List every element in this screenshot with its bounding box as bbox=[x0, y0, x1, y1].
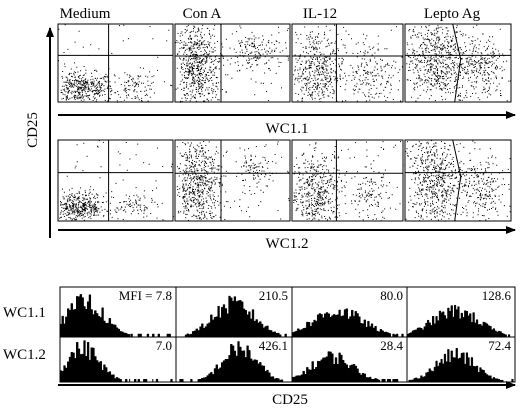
histogram-bars bbox=[407, 348, 515, 383]
dotplot-frame bbox=[174, 23, 291, 103]
dotplot-frame bbox=[57, 23, 174, 103]
histogram-bars bbox=[176, 295, 292, 338]
dotplot-events bbox=[293, 141, 404, 222]
histogram-bars bbox=[176, 341, 292, 383]
dotplot-events bbox=[405, 140, 512, 222]
histogram-panel-row2-col1: 7.0 bbox=[59, 336, 177, 383]
condition-label-lepto-ag: Lepto Ag bbox=[424, 6, 481, 22]
condition-label-con-a: Con A bbox=[183, 6, 222, 22]
condition-label-il-12: IL-12 bbox=[303, 6, 337, 22]
mfi-value: 210.5 bbox=[259, 288, 288, 303]
dotplot-frame bbox=[404, 23, 512, 103]
histogram-panel-row1-col1: MFI = 7.8 bbox=[59, 286, 177, 338]
histogram-panel-row2-col3: 28.4 bbox=[291, 336, 408, 383]
histogram-panel-row2-col2: 426.1 bbox=[175, 336, 293, 383]
dotplot-gate-vertical bbox=[452, 139, 462, 222]
dotplot-panel-row1-col4 bbox=[404, 23, 512, 103]
mfi-value: 7.0 bbox=[156, 338, 172, 353]
condition-label-medium: Medium bbox=[60, 6, 111, 22]
dotplot-panel-row2-col3 bbox=[291, 139, 404, 222]
mfi-value: MFI = 7.8 bbox=[119, 288, 172, 303]
dotplot-panel-row2-col4 bbox=[404, 139, 512, 222]
mfi-value: 72.4 bbox=[488, 338, 511, 353]
histogram-cd25-axis-label: CD25 bbox=[272, 392, 308, 408]
histogram-panel-row1-col4: 128.6 bbox=[406, 286, 516, 338]
dotplot-events bbox=[293, 24, 403, 103]
dotplot-events bbox=[58, 24, 173, 103]
dotplot-panel-row2-col2 bbox=[174, 139, 291, 222]
dotplot-events bbox=[406, 24, 511, 102]
dotplot-panel-row2-col1 bbox=[57, 139, 174, 222]
wc1-1-axis-label: WC1.1 bbox=[266, 121, 309, 137]
dotplot-panel-row1-col3 bbox=[291, 23, 404, 103]
histogram-row-label-wc1-1: WC1.1 bbox=[3, 305, 46, 321]
dotplot-panel-row1-col1 bbox=[57, 23, 174, 103]
dotplot-events bbox=[175, 24, 289, 103]
histogram-bars bbox=[291, 351, 407, 383]
histogram-panel-row1-col2: 210.5 bbox=[175, 286, 293, 338]
dotplot-gate-vertical bbox=[452, 23, 462, 103]
histogram-panels: MFI = 7.8 210.5 80.0 128.6 7.0 426.1 28.4 72.4 bbox=[59, 286, 516, 383]
wc1-2-axis-label: WC1.2 bbox=[266, 236, 309, 252]
dotplot-frame bbox=[291, 23, 404, 103]
histogram-bars bbox=[59, 340, 176, 383]
histogram-panel-row1-col3: 80.0 bbox=[291, 286, 408, 338]
histogram-panel-row2-col4: 72.4 bbox=[406, 336, 516, 383]
histogram-row-label-wc1-2: WC1.2 bbox=[3, 347, 46, 363]
mfi-value: 28.4 bbox=[380, 338, 403, 353]
dotplot-panels bbox=[57, 23, 512, 222]
mfi-value: 80.0 bbox=[380, 288, 403, 303]
mfi-value: 128.6 bbox=[482, 288, 512, 303]
dotplot-frame bbox=[57, 139, 174, 222]
mfi-value: 426.1 bbox=[259, 338, 288, 353]
cd25-axis-label: CD25 bbox=[25, 112, 41, 148]
dotplot-panel-row1-col2 bbox=[174, 23, 291, 103]
histogram-bars bbox=[406, 304, 515, 338]
histogram-bars bbox=[291, 308, 407, 338]
